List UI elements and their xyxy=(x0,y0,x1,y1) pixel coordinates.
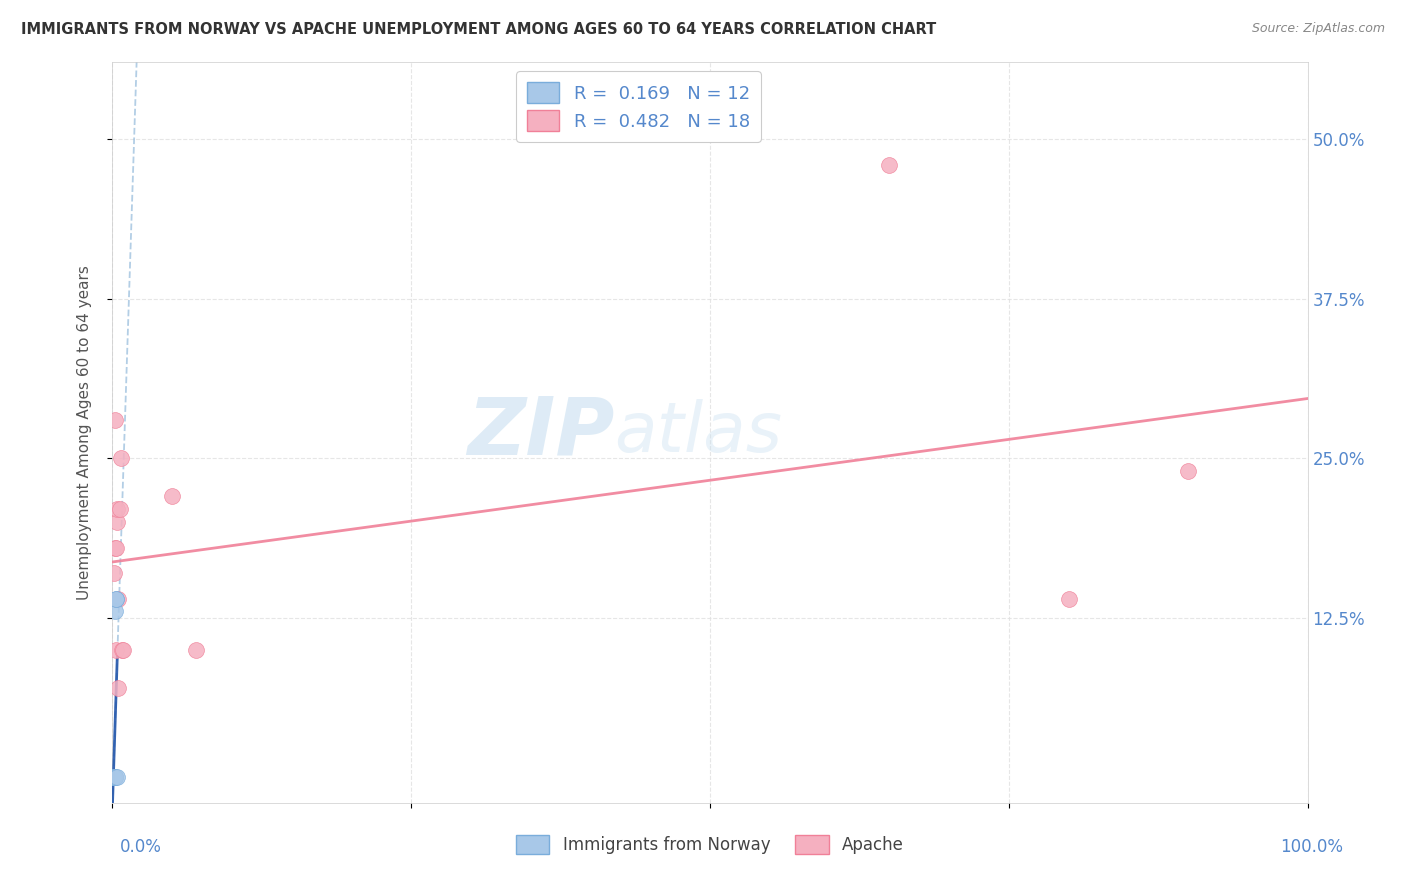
Point xyxy=(105,770,128,784)
Point xyxy=(103,770,125,784)
Point xyxy=(110,451,132,466)
Point xyxy=(104,770,127,784)
Point xyxy=(105,541,128,555)
Point xyxy=(103,770,125,784)
Point xyxy=(108,502,131,516)
Point xyxy=(105,515,128,529)
Point xyxy=(104,604,127,618)
Point xyxy=(105,642,128,657)
Text: IMMIGRANTS FROM NORWAY VS APACHE UNEMPLOYMENT AMONG AGES 60 TO 64 YEARS CORRELAT: IMMIGRANTS FROM NORWAY VS APACHE UNEMPLO… xyxy=(21,22,936,37)
Point xyxy=(1057,591,1080,606)
Point xyxy=(879,157,901,171)
Point xyxy=(103,566,125,580)
Point xyxy=(1177,464,1199,478)
Point xyxy=(105,591,128,606)
Text: 100.0%: 100.0% xyxy=(1279,838,1343,856)
Point xyxy=(105,502,128,516)
Text: Source: ZipAtlas.com: Source: ZipAtlas.com xyxy=(1251,22,1385,36)
Point xyxy=(112,642,135,657)
Point xyxy=(104,770,127,784)
Point xyxy=(104,413,127,427)
Point xyxy=(111,642,134,657)
Point xyxy=(107,591,129,606)
Point xyxy=(186,642,208,657)
Point xyxy=(103,770,125,784)
Text: atlas: atlas xyxy=(614,399,782,467)
Legend: Immigrants from Norway, Apache: Immigrants from Norway, Apache xyxy=(509,829,911,861)
Text: 0.0%: 0.0% xyxy=(120,838,162,856)
Point xyxy=(104,770,127,784)
Y-axis label: Unemployment Among Ages 60 to 64 years: Unemployment Among Ages 60 to 64 years xyxy=(77,265,91,600)
Text: ZIP: ZIP xyxy=(467,393,614,472)
Point xyxy=(105,591,128,606)
Point xyxy=(103,770,125,784)
Point xyxy=(103,770,125,784)
Point xyxy=(162,490,183,504)
Point xyxy=(107,681,129,695)
Point xyxy=(104,541,127,555)
